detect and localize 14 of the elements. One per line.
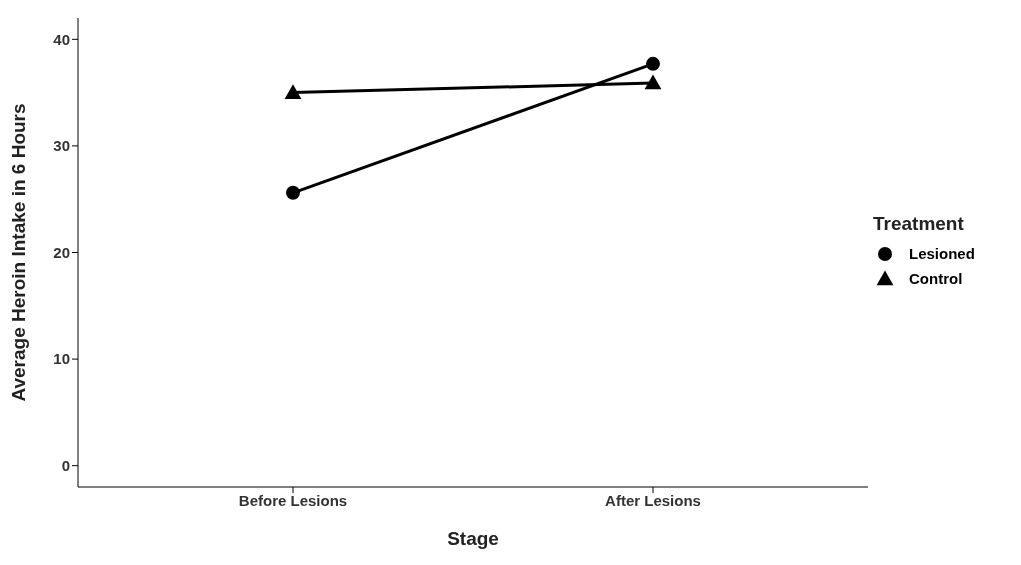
- x-axis-title: Stage: [447, 528, 499, 549]
- y-tick-label: 0: [61, 457, 70, 475]
- x-tick-label: Before Lesions: [238, 491, 348, 509]
- point: [286, 185, 300, 200]
- x-tick-label: After Lesions: [605, 491, 701, 509]
- y-tick-label: 10: [53, 350, 70, 368]
- y-tick-label: 40: [53, 30, 70, 48]
- legend-title: Treatment: [873, 213, 965, 235]
- y-tick-label: 20: [53, 243, 70, 261]
- legend-label: Lesioned: [909, 245, 975, 262]
- legend-label: Control: [909, 270, 963, 287]
- y-tick-label: 30: [53, 137, 70, 155]
- point: [646, 56, 660, 71]
- y-axis-title: Average Heroin Intake in 6 Hours: [7, 103, 29, 402]
